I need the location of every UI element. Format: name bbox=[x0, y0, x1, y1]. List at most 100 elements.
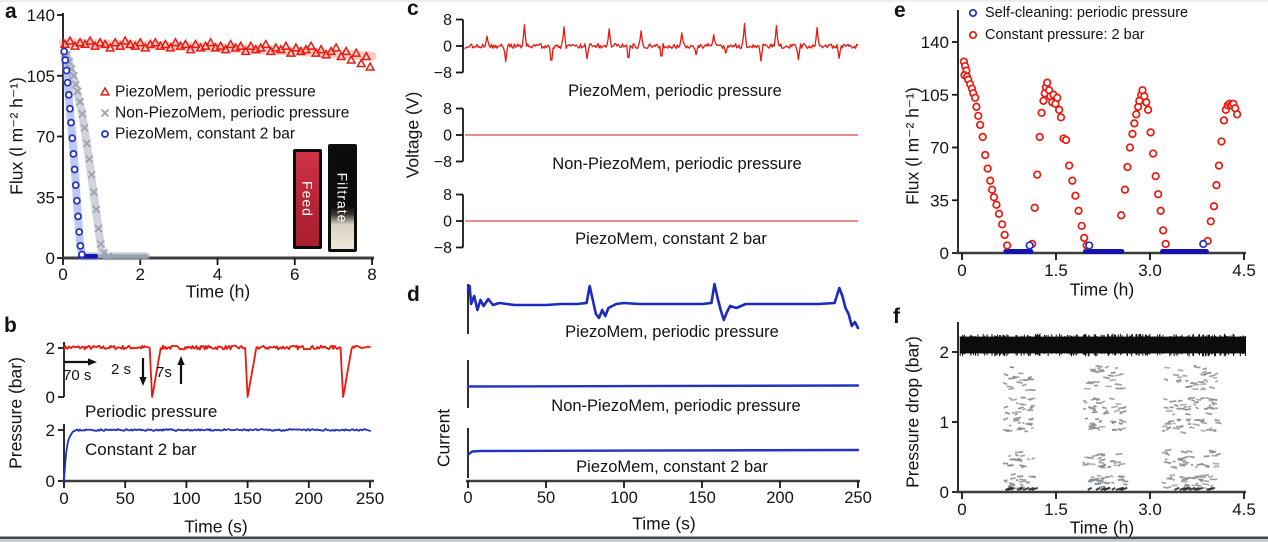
tick-label: 1.5 bbox=[1044, 261, 1068, 280]
tick-label: 200 bbox=[766, 489, 794, 507]
inset-filtrate-vial: Filtrate bbox=[328, 144, 357, 252]
tick-label: 4 bbox=[213, 265, 222, 284]
tick-label: 8 bbox=[367, 265, 376, 284]
tick-label: 140 bbox=[921, 33, 949, 52]
tick-label: 2 bbox=[46, 339, 55, 358]
panel-a-ylabel: Flux (l m⁻² h⁻¹) bbox=[6, 77, 27, 195]
inset-photo: Feed Filtrate bbox=[289, 142, 381, 254]
panel-b-arrows bbox=[64, 356, 185, 386]
panel-e-plot: 0 35 70 105 140 0 1.5 3.0 4.5 bbox=[921, 10, 1256, 280]
tick-label: 2 bbox=[136, 265, 145, 284]
tick-label: −8 bbox=[434, 154, 452, 171]
panel-d-trace1-label: PiezoMem, periodic pressure bbox=[565, 322, 779, 341]
panel-f-plot: 0 1 2 0 1.5 3.0 4.5 bbox=[940, 322, 1256, 519]
panel-c-label: c bbox=[407, 0, 419, 20]
panel-f-ylabel: Pressure drop (bar) bbox=[902, 336, 923, 488]
panel-e-label: e bbox=[894, 0, 906, 22]
tick-label: 50 bbox=[116, 489, 135, 508]
tick-label: 0 bbox=[46, 249, 55, 268]
tick-label: 4.5 bbox=[1232, 261, 1256, 280]
legend-e-self-cleaning: Self-cleaning: periodic pressure bbox=[985, 4, 1189, 21]
annotation-7s: 7s bbox=[156, 364, 172, 381]
tick-label: 0 bbox=[46, 388, 55, 407]
panel-d-trace2-label: Non-PiezoMem, periodic pressure bbox=[551, 396, 801, 415]
tick-label: 0 bbox=[59, 489, 68, 508]
tick-label: 1 bbox=[940, 413, 949, 432]
tick-label: 0 bbox=[940, 244, 949, 263]
panel-e-ylabel: Flux (l m⁻² h⁻¹) bbox=[902, 87, 923, 205]
tick-label: 150 bbox=[233, 489, 261, 508]
legend-a-piezomem-constant: PiezoMem, constant 2 bar bbox=[115, 125, 296, 143]
tick-label: 0 bbox=[463, 489, 472, 507]
panel-d-plot: 0 50 100 150 200 250 bbox=[463, 282, 872, 507]
tick-label: 6 bbox=[290, 265, 299, 284]
tick-label: 105 bbox=[921, 86, 949, 105]
panel-a-label: a bbox=[5, 0, 17, 23]
tick-label: 1.5 bbox=[1044, 500, 1068, 519]
inset-feed-label: Feed bbox=[299, 181, 316, 217]
tick-label: 3.0 bbox=[1138, 261, 1162, 280]
tick-label: 150 bbox=[688, 489, 716, 507]
tick-label: 2 bbox=[940, 343, 949, 362]
tick-label: 35 bbox=[930, 191, 949, 210]
panel-b-ylabel: Pressure (bar) bbox=[5, 357, 26, 469]
tick-label: 8 bbox=[443, 12, 452, 29]
legend-a-nonpiezomem-periodic: Non-PiezoMem, periodic pressure bbox=[115, 104, 350, 122]
annotation-2s: 2 s bbox=[111, 361, 132, 378]
tick-label: 0 bbox=[957, 500, 966, 519]
panel-a-plot: 0 35 70 105 140 0 2 4 6 8 bbox=[27, 6, 377, 284]
tick-label: 0 bbox=[443, 128, 452, 145]
tick-label: 0 bbox=[46, 472, 55, 491]
panel-d-ylabel: Current bbox=[433, 408, 454, 468]
panel-d-xlabel: Time (s) bbox=[632, 513, 696, 534]
panel-c-trace2-label: Non-PiezoMem, periodic pressure bbox=[552, 154, 802, 173]
tick-label: −8 bbox=[434, 65, 452, 82]
tick-label: 0 bbox=[957, 261, 966, 280]
annotation-70s: 70 s bbox=[63, 367, 92, 384]
tick-label: 200 bbox=[295, 489, 323, 508]
inset-filtrate-label: Filtrate bbox=[334, 172, 351, 224]
panel-b-trace1-label: Periodic pressure bbox=[85, 402, 218, 421]
tick-label: 70 bbox=[36, 128, 55, 147]
tick-label: 70 bbox=[930, 139, 949, 158]
tick-label: 8 bbox=[443, 101, 452, 118]
panel-d-label: d bbox=[407, 283, 420, 306]
tick-label: 100 bbox=[172, 489, 200, 508]
panel-b-xlabel: Time (s) bbox=[184, 516, 248, 537]
panel-c-ylabel: Voltage (V) bbox=[402, 91, 423, 179]
tick-label: 250 bbox=[844, 489, 872, 507]
legend-e-constant-pressure: Constant pressure: 2 bar bbox=[985, 26, 1145, 43]
panel-c-plot: 8 0 −8 8 0 −8 8 0 −8 bbox=[434, 12, 859, 257]
inset-feed-vial: Feed bbox=[293, 149, 322, 249]
tick-label: 105 bbox=[27, 67, 55, 86]
tick-label: 4.5 bbox=[1232, 500, 1256, 519]
panel-f-label: f bbox=[893, 305, 900, 328]
tick-label: 0 bbox=[443, 214, 452, 231]
tick-label: 0 bbox=[940, 483, 949, 502]
tick-label: 3.0 bbox=[1138, 500, 1162, 519]
legend-a-piezomem-periodic: PiezoMem, periodic pressure bbox=[115, 83, 316, 101]
tick-label: 2 bbox=[46, 421, 55, 440]
tick-label: 250 bbox=[356, 489, 384, 508]
panel-e-legend-markers bbox=[968, 8, 978, 40]
panel-f-xlabel: Time (h) bbox=[1069, 517, 1135, 538]
tick-label: 100 bbox=[610, 489, 638, 507]
panel-e-xlabel: Time (h) bbox=[1069, 279, 1135, 300]
tick-label: −8 bbox=[434, 240, 452, 257]
panel-c-trace1-label: PiezoMem, periodic pressure bbox=[568, 81, 782, 100]
tick-label: 35 bbox=[36, 188, 55, 207]
panel-c-trace3-label: PiezoMem, constant 2 bar bbox=[575, 229, 767, 248]
tick-label: 8 bbox=[443, 187, 452, 204]
panel-a-legend-markers bbox=[99, 86, 111, 138]
panel-d-trace3-label: PiezoMem, constant 2 bar bbox=[576, 457, 768, 476]
panel-b-label: b bbox=[4, 314, 17, 337]
tick-label: 0 bbox=[58, 265, 67, 284]
tick-label: 0 bbox=[443, 39, 452, 56]
panel-b-trace2-label: Constant 2 bar bbox=[85, 440, 197, 459]
tick-label: 50 bbox=[537, 489, 555, 507]
tick-label: 140 bbox=[27, 6, 55, 25]
